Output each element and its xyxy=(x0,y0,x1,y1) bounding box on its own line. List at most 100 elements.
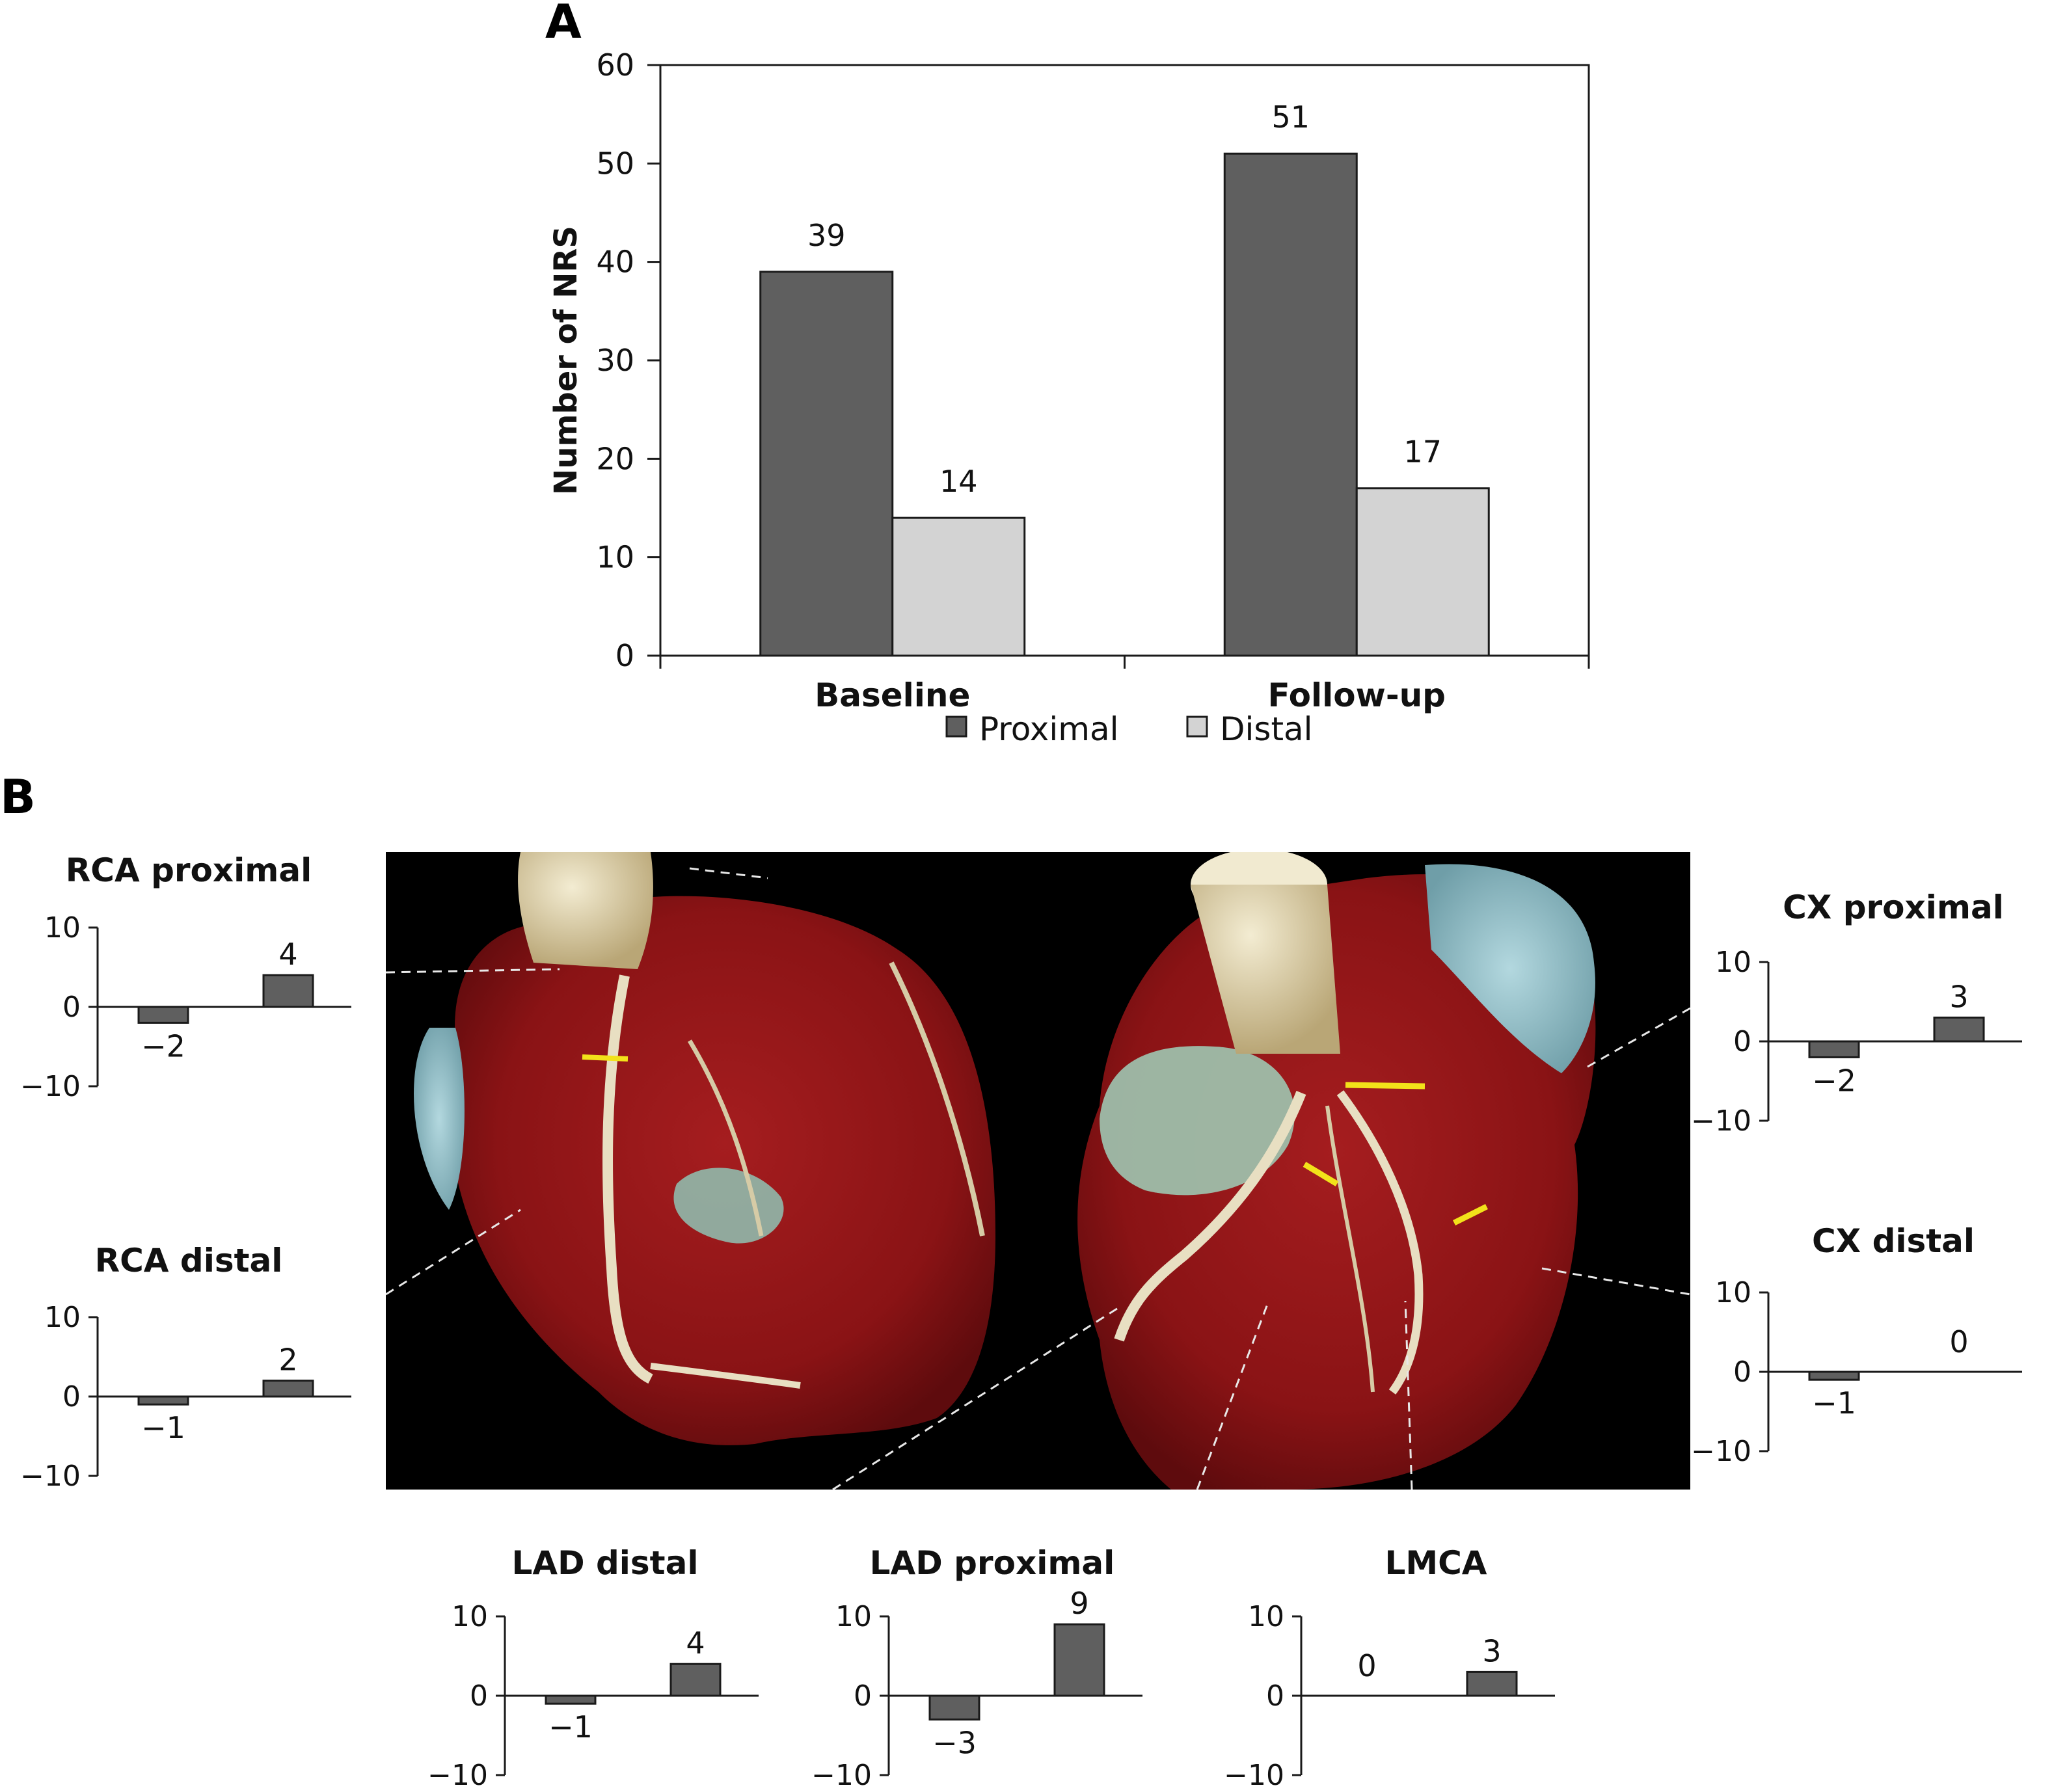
left-chamber-blue xyxy=(414,1028,465,1210)
mini-chart-title: LAD proximal xyxy=(870,1544,1115,1582)
mini-bar xyxy=(1053,1623,1105,1697)
mini-chart-title: LAD distal xyxy=(512,1544,699,1582)
mini-bar-value-label: 3 xyxy=(1482,1633,1501,1668)
mini-chart-lmca: LMCA 10 0 −10 0 3 xyxy=(1224,1544,1555,1792)
mini-chart-title: CX distal xyxy=(1812,1222,1975,1260)
y-tick-label: 30 xyxy=(596,343,634,378)
mini-chart-title: RCA distal xyxy=(95,1242,283,1279)
bar-distal xyxy=(1355,487,1490,657)
mini-bar xyxy=(545,1694,597,1705)
mini-chart-cx-proximal: CX proximal 10 0 −10 −2 3 xyxy=(1691,889,2022,1138)
mini-bar-value-label: −2 xyxy=(1812,1063,1856,1098)
marker-lad xyxy=(1303,1162,1339,1186)
mini-tick-label: 10 xyxy=(835,1600,872,1633)
y-axis-label: Number of NRS xyxy=(548,226,584,495)
y-tick-label: 60 xyxy=(596,47,634,83)
legend-label: Proximal xyxy=(979,710,1119,748)
mini-tick-label: 10 xyxy=(1248,1600,1284,1633)
mini-tick-label: −10 xyxy=(20,1460,81,1493)
legend-swatch-proximal xyxy=(945,715,967,738)
y-tick-label: 40 xyxy=(596,245,634,280)
mini-tick-label: −10 xyxy=(1691,1104,1751,1138)
mini-chart-lad-distal: LAD distal 10 0 −10 −1 4 xyxy=(427,1544,759,1792)
mini-bar-value-label: 4 xyxy=(686,1625,705,1661)
y-tick-label: 20 xyxy=(596,441,634,476)
mini-bar-value-label: −1 xyxy=(141,1410,185,1445)
mini-bar-value-label: −3 xyxy=(932,1726,977,1761)
x-category-label: Baseline xyxy=(815,676,970,714)
mini-tick-label: 0 xyxy=(1733,1025,1751,1058)
mini-tick-label: −10 xyxy=(427,1759,488,1792)
right-chamber-blue xyxy=(1425,864,1595,1073)
mini-bar-value-label: −2 xyxy=(141,1028,185,1063)
mini-bar xyxy=(137,1395,189,1406)
chart-a-bar-chart: 0 10 20 30 40 50 60 39 14 Baseline 51 17 Follow-up Nu… xyxy=(548,47,1590,748)
mini-bar xyxy=(1466,1670,1518,1697)
mini-tick-label: 0 xyxy=(62,1380,81,1413)
mini-bar xyxy=(1933,1016,1985,1043)
lad-vessel xyxy=(1114,1091,1306,1342)
mini-tick-label: 10 xyxy=(44,911,81,944)
cx-vessel xyxy=(1336,1090,1424,1395)
mini-tick-label: 0 xyxy=(854,1679,872,1713)
mini-bar xyxy=(1808,1371,1860,1381)
bar-proximal xyxy=(1223,152,1358,657)
panel-b-label: B xyxy=(0,769,36,824)
x-category-label: Follow-up xyxy=(1268,676,1446,714)
mini-chart-rca-proximal: RCA proximal 10 0 −10 −2 4 xyxy=(20,851,351,1103)
left-chamber-green xyxy=(673,1168,784,1244)
mini-bar xyxy=(669,1663,722,1697)
legend-swatch-distal xyxy=(1186,715,1208,738)
mini-chart-rca-distal: RCA distal 10 0 −10 −1 2 xyxy=(20,1242,351,1493)
coronary-ct-heart-image xyxy=(386,852,1690,1490)
mini-tick-label: −10 xyxy=(1224,1759,1284,1792)
bar-value-label: 14 xyxy=(939,464,978,499)
left-aorta xyxy=(518,852,653,969)
mini-bar xyxy=(1808,1040,1860,1058)
bar-value-label: 51 xyxy=(1271,100,1310,135)
mini-chart-lad-proximal: LAD proximal 10 0 −10 −3 9 xyxy=(811,1544,1142,1792)
mini-bar xyxy=(928,1694,980,1721)
mini-bar-value-label: 0 xyxy=(1949,1324,1968,1359)
marker-lmca xyxy=(1345,1082,1425,1090)
panel-a-label: A xyxy=(545,0,582,49)
mini-tick-label: 10 xyxy=(1715,946,1751,979)
mini-tick-label: 0 xyxy=(1266,1679,1284,1713)
dashed-reference-lines xyxy=(386,867,1690,1490)
y-tick-label: 50 xyxy=(596,146,634,181)
mini-bar xyxy=(262,974,314,1008)
mini-bar-value-label: 2 xyxy=(278,1343,297,1378)
marker-cx xyxy=(1452,1203,1489,1226)
mini-chart-title: LMCA xyxy=(1385,1544,1487,1582)
rca-vessel xyxy=(602,974,653,1384)
mini-tick-label: 0 xyxy=(470,1679,488,1713)
y-tick-label: 10 xyxy=(596,540,634,575)
legend-label: Distal xyxy=(1220,710,1313,748)
mini-chart-title: RCA proximal xyxy=(66,851,312,889)
mini-tick-label: 0 xyxy=(1733,1356,1751,1389)
y-tick-label: 0 xyxy=(615,638,634,673)
marker-rca xyxy=(582,1054,628,1062)
mini-bar-value-label: 3 xyxy=(1949,979,1968,1014)
mini-tick-label: 10 xyxy=(44,1301,81,1334)
mini-bar-value-label: 4 xyxy=(278,937,297,972)
bar-distal xyxy=(891,516,1026,657)
mini-tick-label: 10 xyxy=(452,1600,488,1633)
mini-bar-value-label: 0 xyxy=(1357,1648,1376,1683)
mini-tick-label: 0 xyxy=(62,991,81,1024)
right-chamber-green xyxy=(1100,1046,1295,1196)
mini-tick-label: −10 xyxy=(1691,1435,1751,1468)
bar-proximal xyxy=(759,271,894,657)
mini-bar xyxy=(137,1006,189,1024)
mini-bar-value-label: −1 xyxy=(548,1709,593,1745)
bar-value-label: 17 xyxy=(1403,435,1442,470)
mini-bar-value-label: 9 xyxy=(1070,1586,1088,1621)
mini-tick-label: 10 xyxy=(1715,1276,1751,1309)
mini-bar xyxy=(262,1380,314,1398)
bar-value-label: 39 xyxy=(807,218,846,253)
mini-bar-value-label: −1 xyxy=(1812,1385,1856,1421)
mini-tick-label: −10 xyxy=(20,1070,81,1103)
